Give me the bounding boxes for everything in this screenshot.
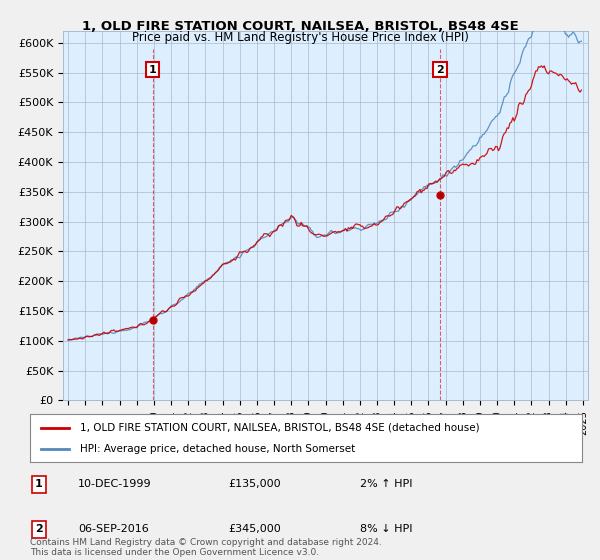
Text: 1, OLD FIRE STATION COURT, NAILSEA, BRISTOL, BS48 4SE: 1, OLD FIRE STATION COURT, NAILSEA, BRIS…: [82, 20, 518, 32]
Text: 1, OLD FIRE STATION COURT, NAILSEA, BRISTOL, BS48 4SE (detached house): 1, OLD FIRE STATION COURT, NAILSEA, BRIS…: [80, 423, 479, 433]
Text: 2% ↑ HPI: 2% ↑ HPI: [360, 479, 413, 489]
Text: 10-DEC-1999: 10-DEC-1999: [78, 479, 152, 489]
Text: £345,000: £345,000: [228, 524, 281, 534]
Text: Contains HM Land Registry data © Crown copyright and database right 2024.
This d: Contains HM Land Registry data © Crown c…: [30, 538, 382, 557]
Text: 1: 1: [35, 479, 43, 489]
Text: Price paid vs. HM Land Registry's House Price Index (HPI): Price paid vs. HM Land Registry's House …: [131, 31, 469, 44]
Text: 2: 2: [35, 524, 43, 534]
Text: 1: 1: [149, 64, 157, 74]
Text: 8% ↓ HPI: 8% ↓ HPI: [360, 524, 413, 534]
Text: 2: 2: [436, 64, 444, 74]
Text: HPI: Average price, detached house, North Somerset: HPI: Average price, detached house, Nort…: [80, 444, 355, 454]
Text: £135,000: £135,000: [228, 479, 281, 489]
Text: 06-SEP-2016: 06-SEP-2016: [78, 524, 149, 534]
